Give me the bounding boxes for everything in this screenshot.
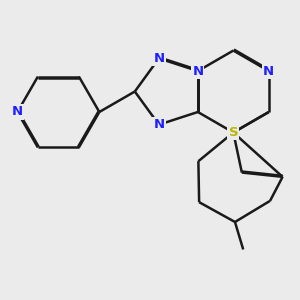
Text: N: N (12, 106, 23, 118)
Text: N: N (263, 64, 275, 77)
Text: N: N (192, 64, 203, 77)
Text: N: N (153, 52, 164, 65)
Text: S: S (229, 126, 238, 139)
Text: N: N (153, 118, 164, 131)
